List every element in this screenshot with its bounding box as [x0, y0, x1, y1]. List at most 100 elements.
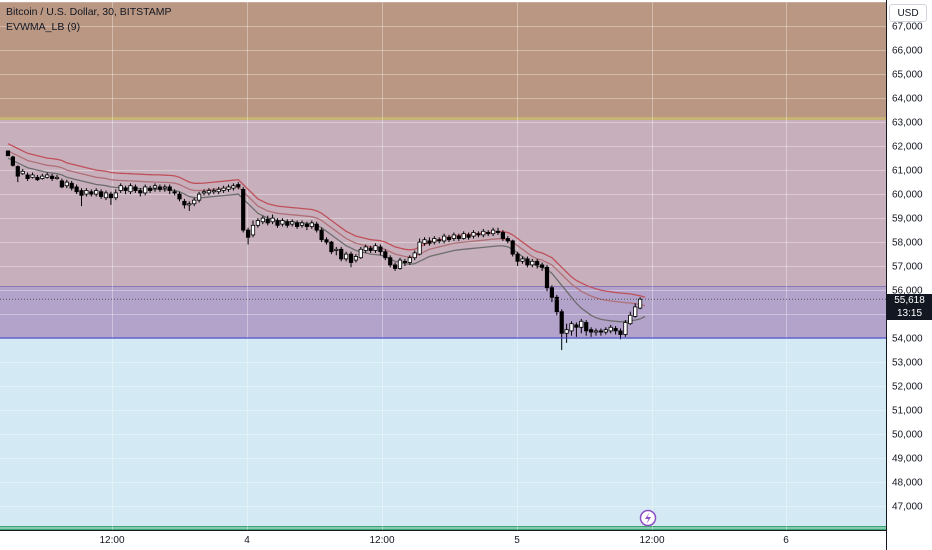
candle [392, 262, 398, 271]
y-tick-label: 52,000 [892, 382, 923, 393]
candle [446, 234, 452, 243]
candle [221, 185, 226, 193]
candle-body-up [530, 260, 535, 266]
candle [510, 239, 515, 257]
candle-body-up [407, 257, 412, 263]
candle-body-up [152, 185, 158, 189]
candle-body-up [633, 306, 638, 317]
candle-body-up [64, 181, 69, 187]
indicator-title[interactable]: EVWMA_LB (9) [6, 21, 81, 33]
y-tick-label: 64,000 [892, 94, 923, 105]
candle-body-down [554, 296, 559, 313]
candle [495, 227, 501, 235]
candle [113, 189, 118, 201]
candle [574, 322, 579, 337]
candle [515, 251, 520, 267]
candle [623, 320, 628, 337]
candle-body-up [187, 203, 192, 206]
candle-body-down [427, 240, 432, 244]
candle [437, 237, 442, 244]
candle [20, 168, 25, 175]
evwma-band-0 [7, 143, 646, 298]
bottom-level-line [0, 528, 886, 530]
candle-body-down [584, 322, 589, 332]
candle [79, 188, 84, 207]
candle-body-down [589, 329, 594, 333]
candle-body-down [466, 234, 471, 238]
candle-body-down [172, 191, 177, 194]
candle [608, 324, 613, 334]
candle [157, 184, 162, 192]
candle [275, 218, 280, 228]
support-zone [0, 286, 886, 339]
candle [329, 240, 334, 255]
candle [172, 189, 177, 196]
y-tick-label: 67,000 [892, 22, 923, 33]
candle-body-down [510, 240, 515, 255]
candle [451, 232, 457, 241]
candle [74, 184, 79, 195]
candle [89, 189, 94, 197]
candle [99, 189, 104, 199]
candle [294, 220, 300, 229]
candle-body-down [5, 150, 11, 157]
candle [397, 257, 403, 270]
candle-body-up [579, 320, 584, 328]
candle [559, 309, 564, 351]
evwma-band-1 [7, 150, 646, 307]
candle [123, 185, 128, 195]
candle-body-down [314, 223, 319, 231]
candle [466, 232, 471, 240]
lightning-icon [645, 512, 651, 524]
candle-body-up [603, 329, 608, 333]
candle [579, 318, 584, 334]
y-tick-label: 59,000 [892, 214, 923, 225]
candle-body-up [422, 239, 427, 244]
candle-body-up [30, 174, 35, 178]
candle [103, 190, 109, 201]
symbol-title[interactable]: Bitcoin / U.S. Dollar, 30, BITSTAMP [6, 6, 172, 18]
y-tick-label: 54,000 [892, 334, 923, 345]
candle-body-down [133, 186, 138, 191]
candle [187, 201, 192, 211]
candle-body-down [535, 260, 540, 266]
candle [584, 320, 589, 336]
candle [339, 246, 344, 262]
candle-body-down [177, 193, 182, 200]
candle-body-up [221, 187, 226, 191]
candle-body-down [319, 229, 324, 241]
candle [10, 155, 15, 167]
candle [589, 327, 594, 337]
candle-body-down [69, 182, 74, 189]
candle [481, 228, 486, 238]
x-tick-label: 4 [244, 535, 250, 546]
candle-body-up [226, 186, 231, 190]
candle [324, 237, 329, 245]
candle-body-up [270, 217, 275, 223]
candle [334, 246, 339, 256]
bottom-level-line [0, 526, 886, 528]
candle-body-down [368, 247, 373, 251]
candle [182, 198, 187, 209]
candle-body-up [628, 314, 633, 325]
y-tick-label: 61,000 [892, 166, 923, 177]
candle [628, 311, 633, 325]
candle-body-down [437, 239, 442, 242]
candle-body-down [265, 218, 270, 224]
candle-body-up [623, 322, 628, 335]
y-tick-label: 47,000 [892, 502, 923, 513]
candle [133, 184, 138, 193]
event-icon[interactable] [639, 509, 657, 527]
candle [633, 303, 638, 318]
candle [383, 249, 388, 261]
candle [530, 258, 535, 268]
x-tick-label: 6 [783, 535, 789, 546]
currency-button[interactable]: USD [889, 4, 927, 22]
y-tick-label: 50,000 [892, 430, 923, 441]
candle-body-up [280, 220, 285, 225]
candle-body-up [638, 298, 643, 309]
candle-body-down [99, 191, 104, 197]
candle-body-down [157, 186, 162, 190]
candle-body-down [388, 257, 393, 266]
